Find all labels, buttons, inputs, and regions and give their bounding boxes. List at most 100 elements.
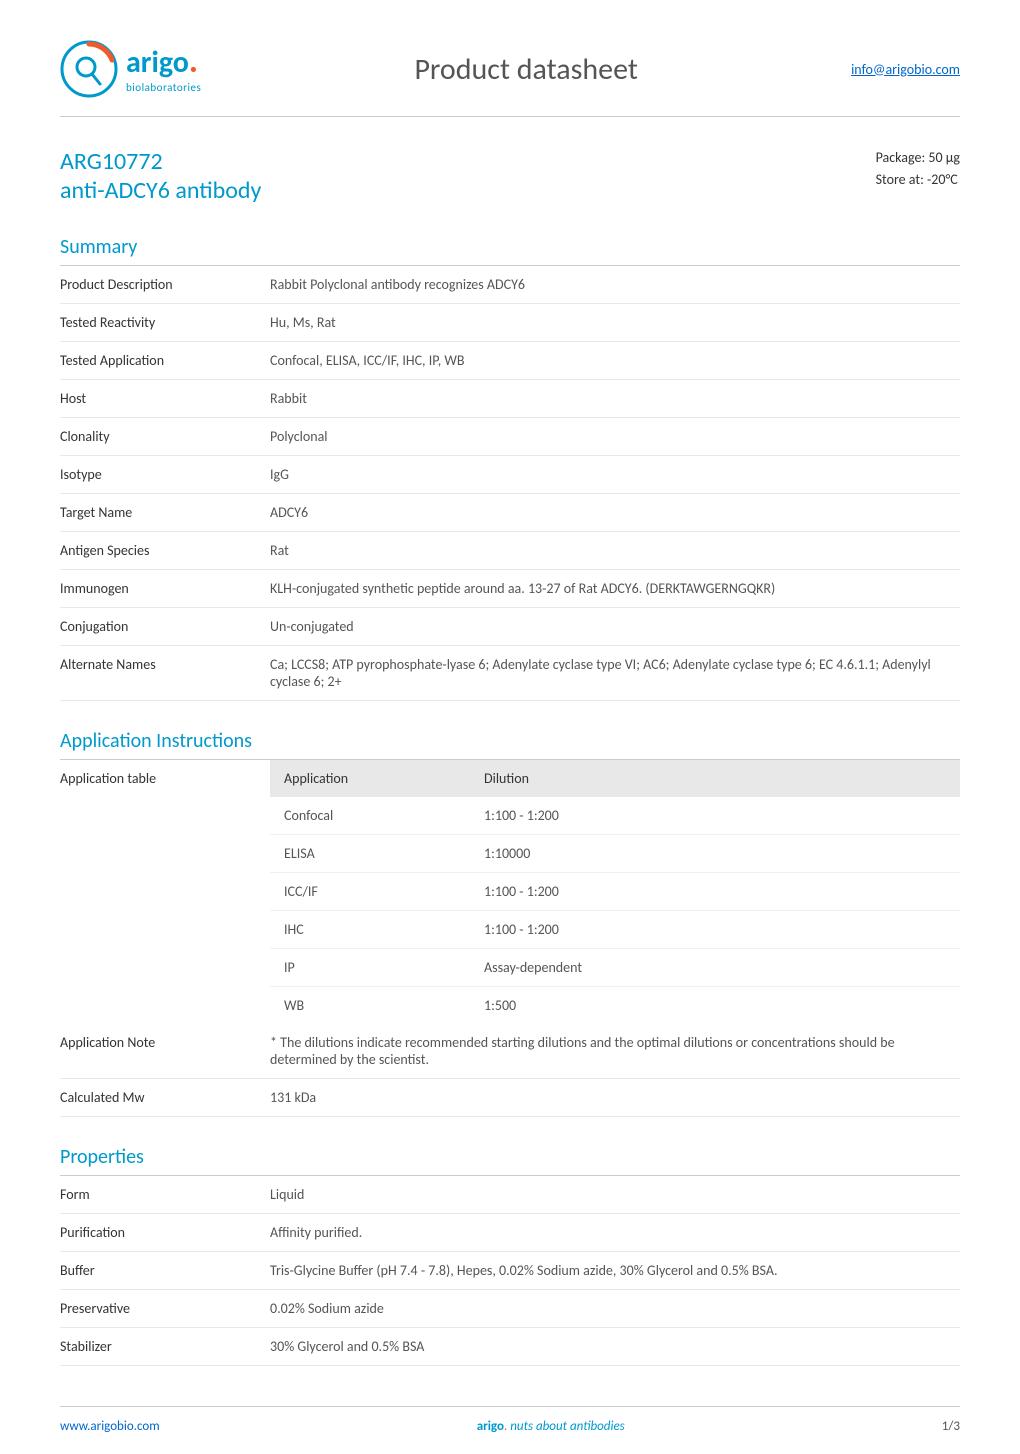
props-val: Affinity purified.: [270, 1224, 960, 1241]
summary-val: Ca; LCCS8; ATP pyrophosphate-lyase 6; Ad…: [270, 656, 960, 690]
summary-row: Antigen Species Rat: [60, 532, 960, 570]
logo-brand-row: arigo .: [126, 44, 201, 81]
footer-tagline-dot: .: [504, 1419, 507, 1434]
props-key: Preservative: [60, 1300, 270, 1317]
summary-key: Conjugation: [60, 618, 270, 635]
logo-brand: arigo: [126, 44, 189, 81]
app-cell-dil: 1:500: [484, 997, 516, 1014]
app-extra-row: Application Note * The dilutions indicat…: [60, 1024, 960, 1079]
summary-row: Tested Reactivity Hu, Ms, Rat: [60, 304, 960, 342]
product-id: ARG10772: [60, 147, 261, 176]
app-cell-app: IP: [284, 959, 484, 976]
props-section-title: Properties: [60, 1145, 960, 1176]
product-block: ARG10772 anti-ADCY6 antibody Package: 50…: [60, 147, 960, 205]
summary-key: Product Description: [60, 276, 270, 293]
props-val: 30% Glycerol and 0.5% BSA: [270, 1338, 960, 1355]
props-key: Stabilizer: [60, 1338, 270, 1355]
summary-key: Clonality: [60, 428, 270, 445]
app-col-application: Application: [284, 770, 484, 787]
store-label: Store at: -20°C: [876, 169, 960, 191]
app-cell-app: Confocal: [284, 807, 484, 824]
app-inner-row: ICC/IF 1:100 - 1:200: [270, 873, 960, 911]
app-extra-val: * The dilutions indicate recommended sta…: [270, 1034, 960, 1068]
email-link[interactable]: info@arigobio.com: [851, 61, 960, 78]
app-inner-row: WB 1:500: [270, 987, 960, 1024]
props-val: Tris-Glycine Buffer (pH 7.4 - 7.8), Hepe…: [270, 1262, 960, 1279]
props-key: Buffer: [60, 1262, 270, 1279]
summary-key: Isotype: [60, 466, 270, 483]
summary-val: ADCY6: [270, 504, 960, 521]
props-row: Buffer Tris-Glycine Buffer (pH 7.4 - 7.8…: [60, 1252, 960, 1290]
summary-val: Polyclonal: [270, 428, 960, 445]
summary-val: KLH-conjugated synthetic peptide around …: [270, 580, 960, 597]
page-header: arigo . biolaboratories Product datashee…: [60, 40, 960, 117]
app-extra-key: Calculated Mw: [60, 1089, 270, 1106]
app-inner-row: IHC 1:100 - 1:200: [270, 911, 960, 949]
product-left: ARG10772 anti-ADCY6 antibody: [60, 147, 261, 205]
summary-val: Hu, Ms, Rat: [270, 314, 960, 331]
summary-row: Target Name ADCY6: [60, 494, 960, 532]
logo-text: arigo . biolaboratories: [126, 44, 201, 94]
app-table-block: Application table Application Dilution C…: [60, 760, 960, 1024]
app-inner-row: Confocal 1:100 - 1:200: [270, 797, 960, 835]
page-footer: www.arigobio.com arigo. nuts about antib…: [60, 1406, 960, 1434]
app-inner-row: ELISA 1:10000: [270, 835, 960, 873]
props-val: Liquid: [270, 1186, 960, 1203]
summary-row: Conjugation Un-conjugated: [60, 608, 960, 646]
app-cell-app: IHC: [284, 921, 484, 938]
app-cell-app: ICC/IF: [284, 883, 484, 900]
document-title: Product datasheet: [414, 51, 637, 88]
footer-url[interactable]: www.arigobio.com: [60, 1419, 160, 1434]
app-cell-dil: 1:100 - 1:200: [484, 921, 559, 938]
summary-key: Tested Reactivity: [60, 314, 270, 331]
app-cell-dil: 1:100 - 1:200: [484, 807, 559, 824]
summary-val: Rabbit: [270, 390, 960, 407]
app-inner-header: Application Dilution: [270, 760, 960, 797]
product-meta: Package: 50 μg Store at: -20°C: [876, 147, 960, 205]
app-extra-val: 131 kDa: [270, 1089, 960, 1106]
summary-section-title: Summary: [60, 235, 960, 266]
app-section-title: Application Instructions: [60, 729, 960, 760]
app-table-label: Application table: [60, 760, 270, 1024]
props-row: Form Liquid: [60, 1176, 960, 1214]
summary-key: Antigen Species: [60, 542, 270, 559]
props-key: Purification: [60, 1224, 270, 1241]
props-key: Form: [60, 1186, 270, 1203]
footer-tagline-text: nuts about antibodies: [510, 1419, 625, 1434]
logo: arigo . biolaboratories: [60, 40, 201, 98]
app-cell-app: ELISA: [284, 845, 484, 862]
app-extra-row: Calculated Mw 131 kDa: [60, 1079, 960, 1117]
summary-row: Product Description Rabbit Polyclonal an…: [60, 266, 960, 304]
app-extra-key: Application Note: [60, 1034, 270, 1068]
summary-row: Alternate Names Ca; LCCS8; ATP pyrophosp…: [60, 646, 960, 701]
app-inner-row: IP Assay-dependent: [270, 949, 960, 987]
page-container: arigo . biolaboratories Product datashee…: [0, 0, 1020, 1454]
props-row: Purification Affinity purified.: [60, 1214, 960, 1252]
app-cell-dil: 1:10000: [484, 845, 530, 862]
logo-dot: .: [189, 45, 198, 79]
app-cell-dil: Assay-dependent: [484, 959, 582, 976]
footer-page-number: 1/3: [942, 1419, 960, 1434]
props-row: Stabilizer 30% Glycerol and 0.5% BSA: [60, 1328, 960, 1366]
summary-row: Isotype IgG: [60, 456, 960, 494]
app-cell-app: WB: [284, 997, 484, 1014]
footer-tagline-brand: arigo: [477, 1419, 504, 1434]
footer-tagline: arigo. nuts about antibodies: [477, 1419, 625, 1434]
app-inner-table: Application Dilution Confocal 1:100 - 1:…: [270, 760, 960, 1024]
summary-val: Rabbit Polyclonal antibody recognizes AD…: [270, 276, 960, 293]
summary-val: Un-conjugated: [270, 618, 960, 635]
summary-key: Target Name: [60, 504, 270, 521]
product-name: anti-ADCY6 antibody: [60, 176, 261, 205]
summary-val: IgG: [270, 466, 960, 483]
app-col-dilution: Dilution: [484, 770, 529, 787]
summary-key: Alternate Names: [60, 656, 270, 690]
summary-key: Tested Application: [60, 352, 270, 369]
props-val: 0.02% Sodium azide: [270, 1300, 960, 1317]
summary-key: Host: [60, 390, 270, 407]
summary-row: Tested Application Confocal, ELISA, ICC/…: [60, 342, 960, 380]
logo-mark-icon: [60, 40, 118, 98]
summary-row: Immunogen KLH-conjugated synthetic pepti…: [60, 570, 960, 608]
app-cell-dil: 1:100 - 1:200: [484, 883, 559, 900]
props-row: Preservative 0.02% Sodium azide: [60, 1290, 960, 1328]
summary-key: Immunogen: [60, 580, 270, 597]
